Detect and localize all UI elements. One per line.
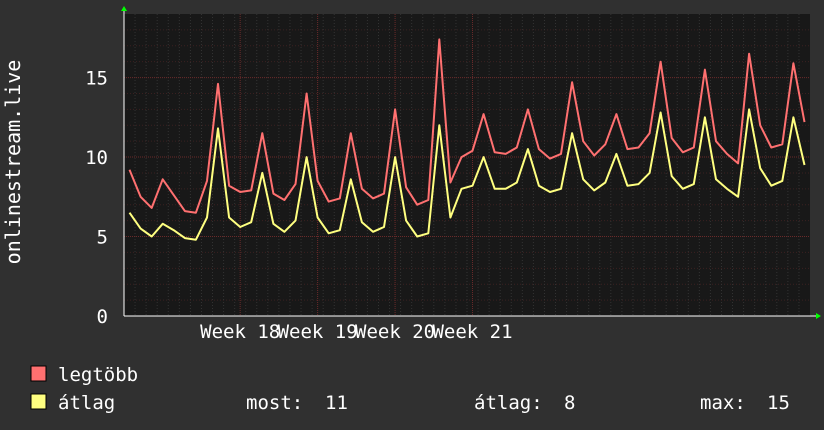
stat-avg-label: átlag:	[474, 392, 543, 414]
x-tick-label: Week 19	[278, 321, 358, 343]
legend-swatch-legtobb	[30, 365, 47, 382]
x-tick-label: Week 21	[432, 321, 512, 343]
stat-max-label: max:	[700, 392, 746, 414]
legend: legtöbb átlag most: 11 átlag: 8 max: 15	[30, 364, 790, 414]
legend-label-atlag: átlag	[58, 392, 115, 414]
x-tick-label: Week 20	[355, 321, 435, 343]
series-line-legtobb	[128, 38, 806, 214]
stat-max-value: 15	[767, 392, 790, 414]
x-axis-arrow-icon	[816, 313, 821, 319]
y-tick-label: 0	[97, 306, 108, 328]
legend-swatch-atlag	[30, 393, 47, 410]
legend-label-legtobb: legtöbb	[58, 364, 138, 386]
y-axis-arrow-icon	[121, 6, 127, 11]
stat-most-value: 11	[325, 392, 348, 414]
stat-avg-value: 8	[564, 392, 575, 414]
series-line-atlag	[128, 108, 806, 241]
y-tick-label: 10	[85, 147, 108, 169]
stat-most-label: most:	[246, 392, 303, 414]
y-tick-label: 5	[97, 227, 108, 249]
x-tick-label: Week 18	[200, 321, 280, 343]
y-axis-label: onlinestream.live	[1, 60, 25, 265]
y-tick-label: 15	[85, 68, 108, 90]
